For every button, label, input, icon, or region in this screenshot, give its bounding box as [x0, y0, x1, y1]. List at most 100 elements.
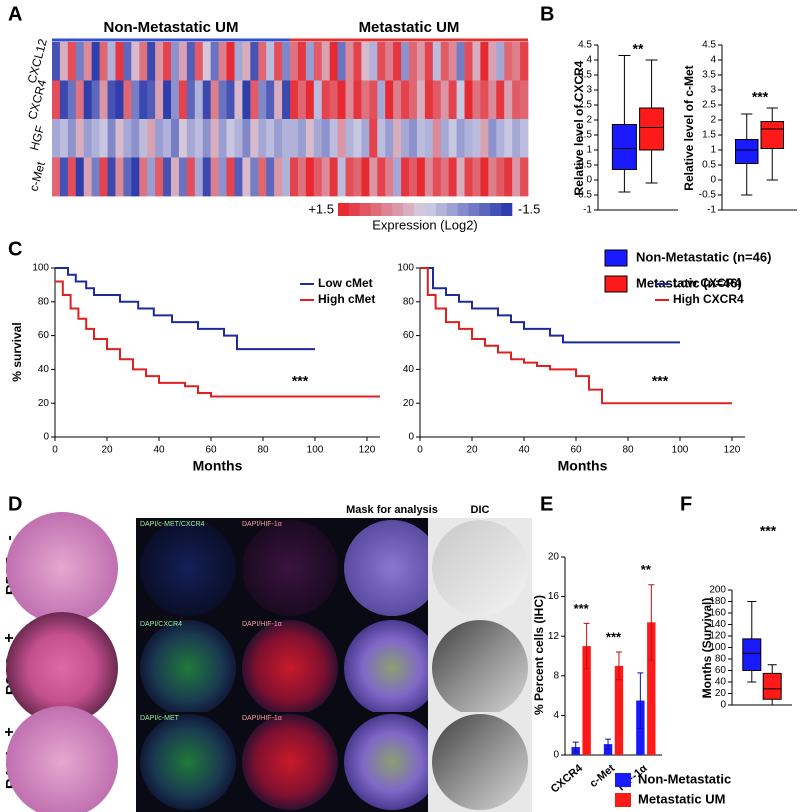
- heatmap-cell: [266, 157, 275, 197]
- tissue-core: [6, 706, 118, 812]
- heatmap-cell: [139, 157, 148, 197]
- annotation: ***: [574, 601, 590, 616]
- y-tick-label: 1.5: [578, 130, 592, 141]
- heatmap-cell: [353, 157, 362, 197]
- heatmap-cell: [226, 157, 235, 197]
- heatmap-cell: [361, 42, 370, 81]
- colorbar-step: [403, 203, 415, 216]
- tissue-core: [432, 620, 528, 716]
- heatmap-cell: [266, 42, 275, 81]
- heatmap-cell: [440, 80, 450, 120]
- heatmap-cell: [424, 80, 434, 120]
- panel-label: E: [540, 493, 553, 515]
- heatmap-cell: [290, 119, 299, 158]
- heatmap-cell: [155, 119, 164, 158]
- heatmap-cell: [139, 42, 148, 81]
- heatmap-cell: [194, 119, 204, 158]
- column-header: DIC: [471, 504, 490, 516]
- y-tick-label: 100: [32, 263, 49, 274]
- legend-swatch: [615, 793, 631, 807]
- y-tick-label: 16: [548, 591, 560, 602]
- heatmap-cell: [83, 119, 93, 158]
- heatmap-cell: [377, 42, 386, 81]
- heatmap-cell: [155, 42, 164, 81]
- y-tick-label: 80: [715, 654, 727, 665]
- stain-label: DAPI/HIF-1α: [242, 715, 282, 722]
- heatmap-cell: [250, 42, 259, 81]
- y-tick-label: 120: [709, 631, 726, 642]
- heatmap-cell: [329, 119, 338, 158]
- colorbar-step: [435, 203, 448, 216]
- annotation: ***: [606, 629, 622, 644]
- heatmap-cell: [274, 80, 283, 120]
- heatmap-cell: [377, 80, 386, 120]
- heatmap-cell: [472, 42, 481, 81]
- heatmap-cell: [218, 80, 227, 120]
- heatmap-cell: [59, 157, 69, 197]
- heatmap-cell: [282, 42, 291, 81]
- survival-curve: [420, 267, 732, 405]
- y-tick-label: 0: [720, 700, 726, 711]
- heatmap-cell: [250, 119, 259, 158]
- y-tick-label: -1: [707, 205, 716, 216]
- y-tick-label: 0: [43, 432, 49, 443]
- heatmap-cell: [131, 80, 140, 120]
- heatmap-cell: [472, 80, 481, 120]
- heatmap-cell: [377, 157, 386, 197]
- heatmap-cell: [416, 42, 426, 81]
- tissue-core: [242, 520, 338, 616]
- heatmap-cell: [464, 42, 473, 81]
- y-tick-label: 20: [38, 398, 50, 409]
- y-tick-label: 3: [710, 85, 716, 96]
- heatmap-cell: [337, 157, 346, 197]
- x-axis-label: Months: [558, 458, 608, 474]
- y-tick-label: 1: [586, 145, 592, 156]
- x-axis-label: Months: [193, 458, 243, 474]
- row-label: HGF: [27, 124, 47, 152]
- colorbar-step: [338, 203, 350, 216]
- y-tick-label: 140: [709, 619, 726, 630]
- y-tick-label: 0: [553, 750, 559, 761]
- legend-label: Non-Metastatic (n=46): [636, 249, 771, 264]
- heatmap-cell: [171, 119, 180, 158]
- y-axis-label: Months (Survival): [700, 598, 714, 699]
- y-tick-label: 4: [553, 710, 559, 721]
- heatmap-cell: [345, 42, 354, 81]
- heatmap-cell: [67, 157, 77, 197]
- heatmap-cell: [218, 157, 227, 197]
- y-tick-label: 80: [38, 296, 50, 307]
- heatmap-cell: [115, 80, 124, 120]
- heatmap-cell: [147, 80, 156, 120]
- heatmap-cell: [313, 42, 323, 81]
- stain-label: DAPI/CXCR4: [140, 621, 182, 628]
- heatmap-cell: [480, 42, 489, 81]
- heatmap-cell: [432, 42, 442, 81]
- y-tick-label: 200: [709, 585, 726, 596]
- tissue-core: [344, 714, 440, 810]
- heatmap-cell: [448, 157, 457, 197]
- colorbar-label: Expression (Log2): [372, 217, 478, 232]
- x-tick-label: 40: [518, 445, 530, 456]
- heatmap-cell: [218, 42, 227, 81]
- y-tick-label: 100: [397, 263, 414, 274]
- heatmap-cell: [290, 42, 299, 81]
- heatmap-cell: [440, 42, 450, 81]
- heatmap-cell: [496, 80, 505, 120]
- heatmap-cell: [393, 157, 402, 197]
- heatmap-cell: [290, 157, 299, 197]
- box: [742, 638, 762, 671]
- heatmap-cell: [480, 157, 489, 197]
- heatmap-cell: [250, 157, 259, 197]
- panel-label: F: [680, 493, 692, 515]
- heatmap-cell: [448, 42, 457, 81]
- tissue-core: [140, 620, 236, 716]
- colorbar-step: [457, 203, 469, 216]
- heatmap-cell: [401, 157, 410, 197]
- y-tick-label: 0.5: [702, 160, 716, 171]
- heatmap-cell: [107, 80, 116, 120]
- heatmap-cell: [52, 119, 61, 158]
- heatmap-cell: [297, 80, 307, 120]
- heatmap-cell: [91, 119, 100, 158]
- tissue-core: [6, 512, 118, 624]
- heatmap-cell: [416, 80, 426, 120]
